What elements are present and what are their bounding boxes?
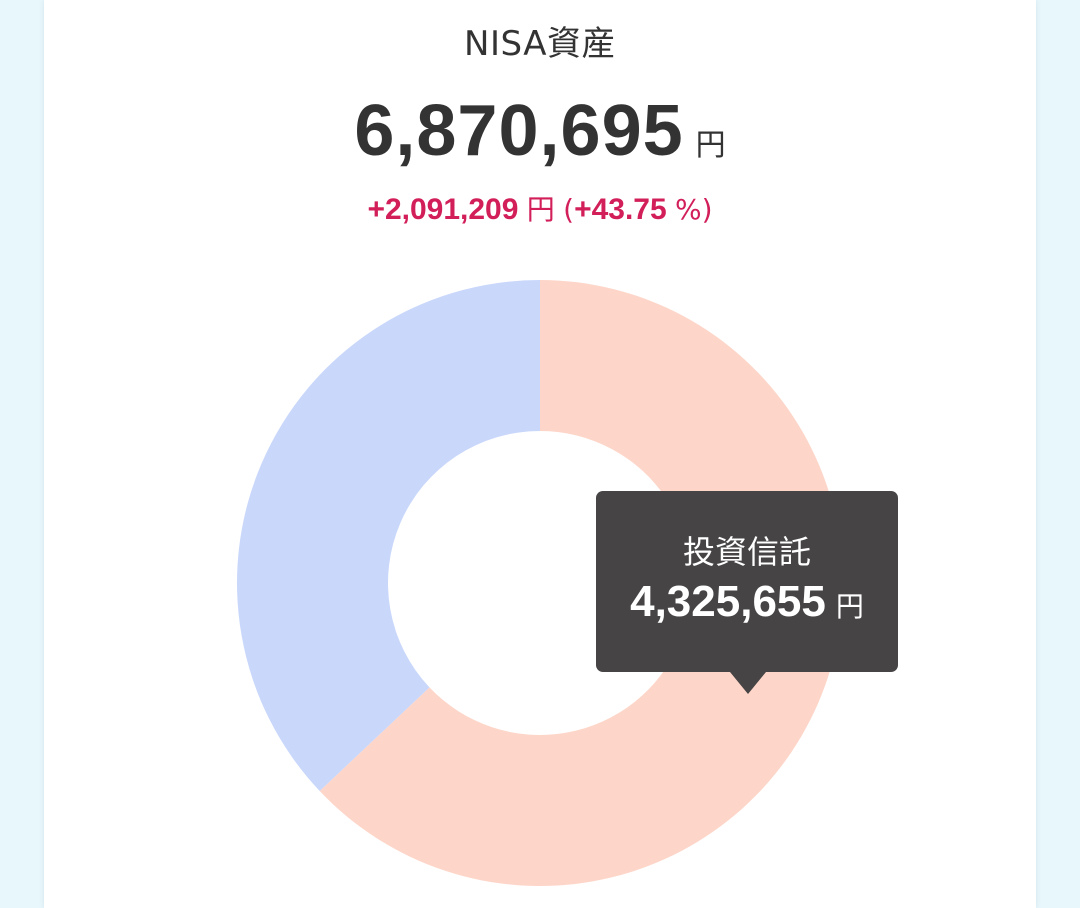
chart-tooltip: 投資信託 4,325,655 円 [596,491,898,694]
donut-slice-0[interactable] [319,280,843,886]
change-amount: +2,091,209 [367,193,519,226]
card-title: NISA資産 [464,24,616,64]
change-summary: +2,091,209 円 (+43.75 %) [44,188,1036,228]
tooltip-value-row: 4,325,655 円 [596,577,898,627]
tooltip-value: 4,325,655 [630,577,826,626]
change-paren-open: ( [563,193,575,226]
change-percent-unit: % [675,193,702,226]
tooltip-unit: 円 [835,590,864,623]
total-asset: 6,870,695 円 [44,90,1036,172]
change-unit: 円 [526,193,555,226]
total-unit: 円 [695,128,726,163]
total-amount: 6,870,695 [354,91,684,171]
change-paren-close: ) [701,193,713,226]
tooltip-label: 投資信託 [682,533,811,571]
change-percent: +43.75 [574,193,667,226]
donut-slice-1[interactable] [236,280,540,791]
